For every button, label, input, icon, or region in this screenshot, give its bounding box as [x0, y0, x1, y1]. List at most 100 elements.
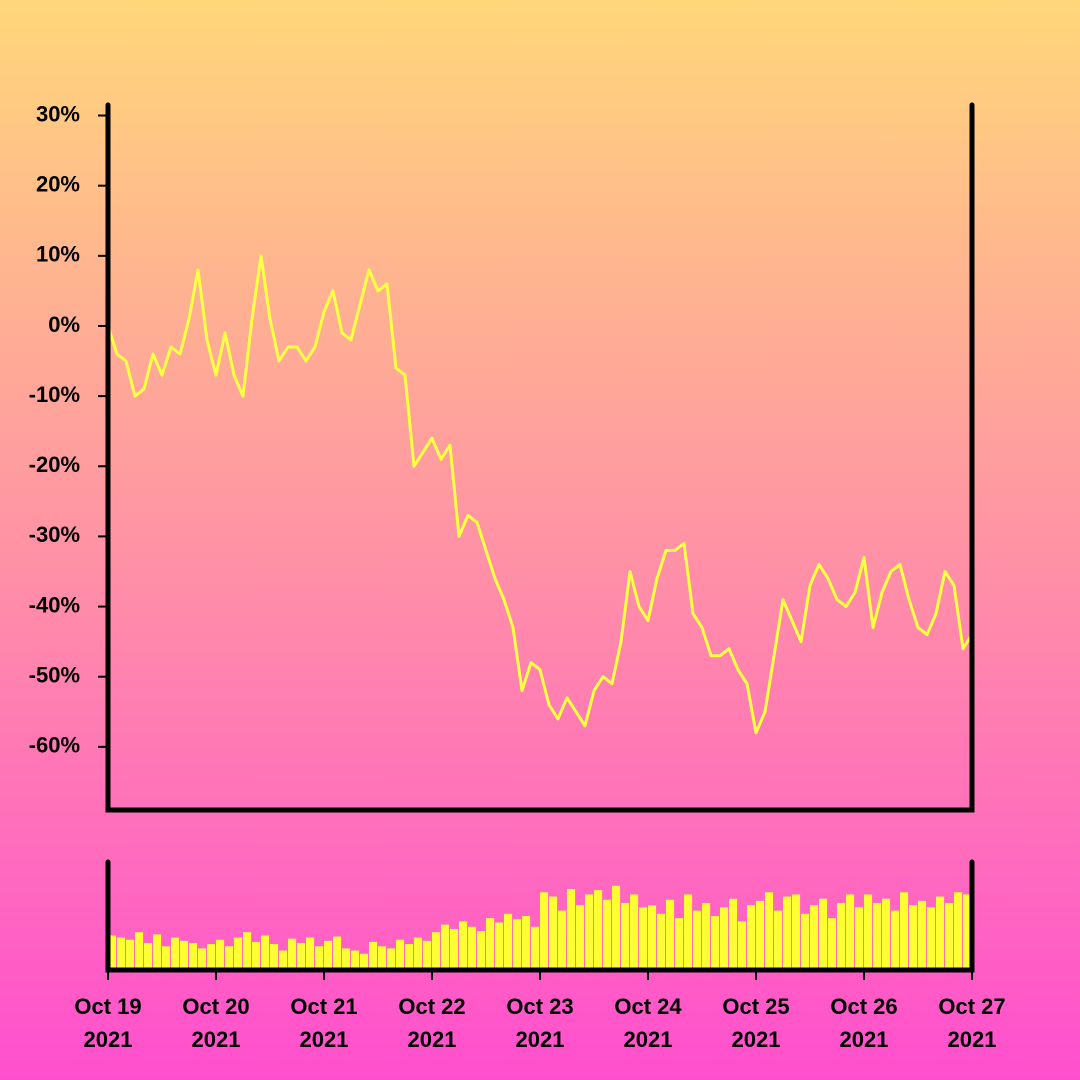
volume-bar — [522, 916, 531, 970]
volume-bar — [747, 905, 756, 970]
x-tick-label: 2021 — [948, 1027, 997, 1052]
volume-bar — [459, 921, 468, 970]
volume-bar — [828, 918, 837, 970]
volume-bar — [918, 900, 927, 970]
volume-bar — [549, 896, 558, 970]
volume-bar — [495, 922, 504, 970]
x-tick-label: Oct 25 — [722, 994, 789, 1019]
volume-bar — [405, 944, 414, 970]
volume-bar — [261, 935, 270, 970]
x-tick-label: Oct 23 — [506, 994, 573, 1019]
volume-bar — [603, 899, 612, 970]
volume-bar — [315, 946, 324, 970]
volume-bar — [540, 892, 549, 970]
volume-bar — [351, 950, 360, 970]
volume-bar — [144, 943, 153, 970]
y-tick-label: -30% — [29, 522, 80, 547]
volume-bar — [423, 940, 432, 970]
volume-bar — [270, 944, 279, 970]
volume-bar — [720, 907, 729, 970]
volume-bar — [792, 894, 801, 970]
volume-bar — [738, 921, 747, 970]
volume-bar — [936, 896, 945, 970]
x-tick-label: 2021 — [624, 1027, 673, 1052]
volume-bar — [666, 899, 675, 970]
volume-bar — [216, 939, 225, 970]
y-tick-label: 10% — [36, 242, 80, 267]
volume-bar — [612, 885, 621, 970]
volume-bar — [450, 928, 459, 970]
volume-bar — [846, 894, 855, 970]
volume-bar — [369, 941, 378, 970]
volume-bar — [504, 913, 513, 970]
volume-bar — [864, 894, 873, 970]
volume-bar — [486, 918, 495, 970]
y-tick-label: -40% — [29, 592, 80, 617]
volume-bar — [909, 905, 918, 970]
y-tick-label: -20% — [29, 452, 80, 477]
x-tick-label: Oct 22 — [398, 994, 465, 1019]
volume-bar — [675, 918, 684, 970]
volume-bar — [432, 932, 441, 970]
volume-bar — [162, 946, 171, 970]
volume-bar — [117, 937, 126, 970]
volume-bar — [414, 937, 423, 970]
x-tick-label: 2021 — [840, 1027, 889, 1052]
volume-bar — [873, 903, 882, 970]
volume-bar — [882, 898, 891, 970]
volume-bar — [441, 924, 450, 970]
volume-bar — [693, 910, 702, 970]
volume-bar — [756, 900, 765, 970]
volume-bar — [630, 894, 639, 970]
volume-bar — [342, 948, 351, 970]
volume-bar — [783, 896, 792, 970]
volume-bar — [135, 932, 144, 970]
volume-bar — [225, 946, 234, 970]
volume-bar — [360, 953, 369, 970]
volume-bar — [279, 950, 288, 970]
volume-bar — [558, 910, 567, 970]
volume-bar — [855, 907, 864, 970]
x-tick-label: Oct 19 — [74, 994, 141, 1019]
volume-bar — [711, 916, 720, 970]
x-tick-label: Oct 21 — [290, 994, 357, 1019]
y-tick-label: -10% — [29, 382, 80, 407]
volume-bar — [180, 940, 189, 970]
volume-bar — [108, 935, 117, 970]
x-tick-label: 2021 — [192, 1027, 241, 1052]
volume-bar — [153, 934, 162, 970]
volume-bar — [891, 910, 900, 970]
volume-bar — [378, 946, 387, 970]
volume-bar — [639, 907, 648, 970]
volume-bar — [801, 913, 810, 970]
y-tick-label: 0% — [48, 312, 80, 337]
x-tick-label: 2021 — [516, 1027, 565, 1052]
x-tick-label: Oct 20 — [182, 994, 249, 1019]
volume-bar — [252, 941, 261, 970]
volume-bar — [765, 892, 774, 970]
x-tick-label: 2021 — [300, 1027, 349, 1052]
volume-bar — [531, 926, 540, 970]
volume-bar — [657, 913, 666, 970]
volume-bar — [243, 932, 252, 970]
axes-frame — [105, 102, 975, 813]
volume-bar — [324, 940, 333, 970]
volume-bar — [594, 890, 603, 970]
volume-bar — [621, 903, 630, 970]
volume-bar — [171, 937, 180, 970]
volume-bar — [576, 905, 585, 970]
x-tick-label: 2021 — [408, 1027, 457, 1052]
volume-bar — [585, 894, 594, 970]
volume-bar — [900, 892, 909, 970]
x-tick-label: 2021 — [732, 1027, 781, 1052]
volume-bar — [306, 937, 315, 970]
x-tick-label: Oct 27 — [938, 994, 1005, 1019]
volume-bar — [729, 898, 738, 970]
volume-bar — [234, 937, 243, 970]
y-tick-label: 30% — [36, 101, 80, 126]
volume-bar — [945, 903, 954, 970]
volume-bar — [468, 926, 477, 970]
volume-bar — [288, 938, 297, 970]
y-tick-label: -50% — [29, 663, 80, 688]
